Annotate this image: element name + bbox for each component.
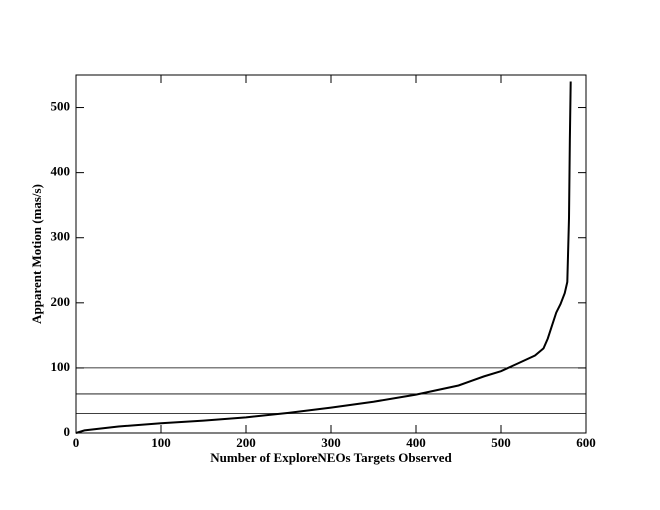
x-tick-label: 0 (73, 435, 80, 450)
y-tick-label: 300 (51, 229, 71, 244)
y-tick-label: 500 (51, 99, 71, 114)
x-tick-label: 500 (491, 435, 511, 450)
y-tick-label: 200 (51, 294, 71, 309)
x-tick-label: 100 (151, 435, 171, 450)
x-axis-label: Number of ExploreNEOs Targets Observed (210, 450, 452, 465)
x-tick-label: 600 (576, 435, 596, 450)
y-axis-label: Apparent Motion (mas/s) (29, 184, 44, 324)
x-tick-label: 300 (321, 435, 341, 450)
x-tick-label: 400 (406, 435, 426, 450)
x-tick-label: 200 (236, 435, 256, 450)
plot-frame (75, 74, 587, 434)
y-tick-label: 0 (64, 424, 71, 439)
data-line (75, 81, 572, 434)
y-tick-label: 100 (51, 359, 71, 374)
y-tick-label: 400 (51, 164, 71, 179)
